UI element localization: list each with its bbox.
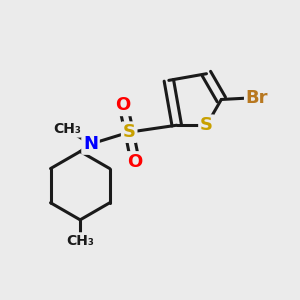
Text: O: O (116, 96, 131, 114)
Text: S: S (200, 116, 213, 134)
Text: O: O (128, 153, 143, 171)
Text: CH₃: CH₃ (53, 122, 81, 136)
Text: S: S (123, 123, 136, 141)
Text: CH₃: CH₃ (66, 234, 94, 248)
Text: Br: Br (246, 89, 268, 107)
Text: N: N (83, 135, 98, 153)
